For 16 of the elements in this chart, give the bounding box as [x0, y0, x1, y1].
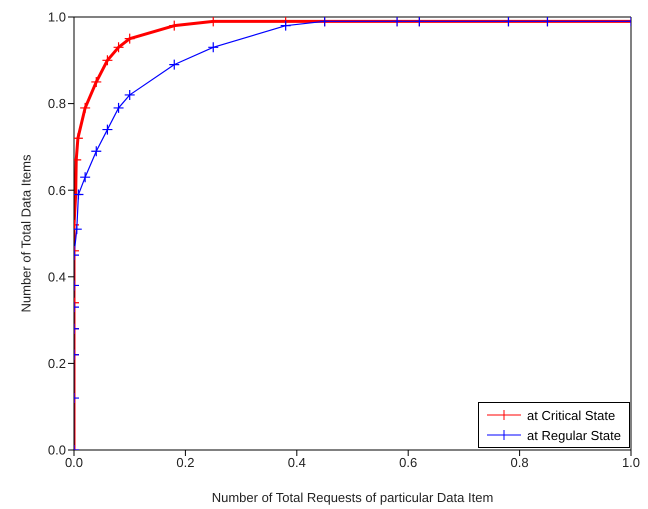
- y-tick-label: 0.2: [48, 356, 66, 372]
- x-tick-label: 0.6: [399, 455, 418, 470]
- legend-label: at Critical State: [527, 408, 616, 422]
- x-tick-label: 0.0: [64, 455, 84, 470]
- legend-label: at Regular State: [527, 428, 621, 442]
- x-tick-label: 0.8: [510, 455, 529, 470]
- y-tick-label: 0.0: [48, 442, 66, 458]
- y-tick-label: 1.0: [48, 10, 66, 25]
- y-tick-label: 0.8: [48, 96, 66, 112]
- x-tick-label: 1.0: [622, 455, 640, 470]
- x-axis-title: Number of Total Requests of particular Data Item: [212, 490, 494, 505]
- y-tick-label: 0.4: [48, 269, 66, 284]
- y-tick-label: 0.6: [48, 182, 66, 198]
- x-tick-label: 0.4: [288, 455, 306, 470]
- y-axis-title: Number of Total Data Items: [18, 154, 34, 312]
- x-tick-label: 0.2: [176, 455, 194, 470]
